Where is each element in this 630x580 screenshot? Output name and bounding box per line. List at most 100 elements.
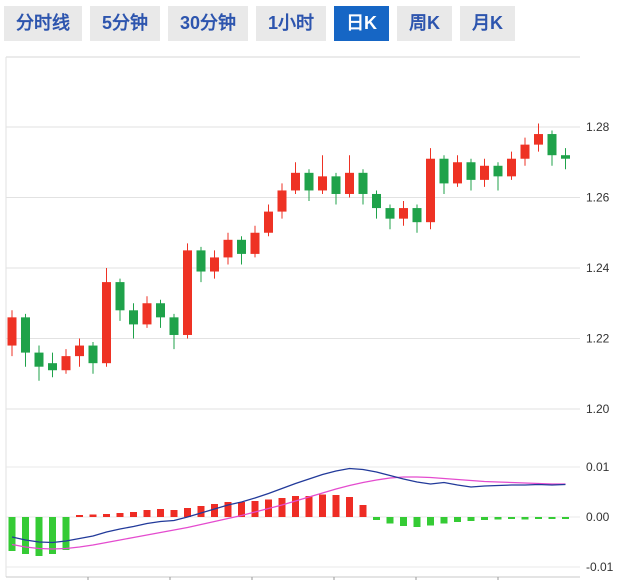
candle-body (547, 134, 557, 156)
candle-body (7, 317, 17, 346)
macd-histogram-bar (224, 502, 232, 517)
y-axis-label: 1.22 (586, 332, 610, 346)
candle-body (210, 257, 219, 272)
candle-body (372, 193, 381, 209)
candle-body (277, 190, 287, 212)
macd-histogram-bar (184, 508, 191, 517)
macd-histogram-bar (89, 514, 97, 517)
macd-histogram-bar (440, 517, 448, 524)
macd-histogram-bar (292, 496, 299, 517)
candle-body (61, 356, 71, 371)
macd-histogram-bar (8, 517, 16, 551)
macd-histogram-bar (481, 517, 488, 520)
candle-body (345, 172, 354, 194)
candle-body (318, 176, 327, 191)
candle-body (426, 158, 435, 223)
tab-daily-k[interactable]: 日K (334, 6, 390, 41)
candle-body (466, 162, 476, 180)
macd-histogram-bar (238, 502, 245, 517)
candle-body (534, 134, 543, 145)
candle-body (507, 158, 516, 177)
macd-histogram-bar (400, 517, 407, 526)
macd-histogram-bar (305, 496, 313, 517)
y-axis-label: 1.28 (586, 120, 610, 134)
macd-histogram-bar (373, 517, 380, 520)
macd-histogram-bar (251, 501, 259, 517)
macd-histogram-bar (494, 517, 502, 520)
candle-body (115, 282, 125, 311)
candle-body (304, 172, 314, 191)
macd-histogram-bar (359, 505, 367, 517)
macd-histogram-bar (170, 510, 178, 517)
macd-histogram-bar (521, 517, 529, 520)
macd-histogram-bar (76, 515, 83, 517)
candle-body (34, 352, 44, 367)
macd-histogram-bar (278, 498, 286, 517)
y-axis-label: 1.20 (586, 402, 610, 416)
y-axis-label: 1.26 (586, 191, 610, 205)
tab-1hour[interactable]: 1小时 (256, 6, 327, 41)
macd-histogram-bar (143, 510, 151, 517)
candle-body (129, 310, 138, 325)
candlestick-macd-chart: 1.28 1.26 1.24 1.22 1.20 0.01 0.00 -0.01 (5, 56, 614, 580)
candle-body (493, 165, 503, 177)
macd-axis-label: -0.01 (586, 560, 614, 574)
candle-body (21, 317, 30, 353)
macd-histogram-bar (319, 494, 326, 517)
candle-body (412, 208, 422, 223)
macd-histogram-bar (211, 504, 218, 517)
candle-body (264, 211, 273, 233)
candle-body (48, 363, 57, 371)
macd-histogram-bar (386, 517, 394, 524)
candle-body (385, 208, 395, 219)
tab-5min[interactable]: 5分钟 (90, 6, 161, 41)
tab-timeline[interactable]: 分时线 (4, 6, 82, 41)
macd-histogram-bar (346, 497, 353, 517)
macd-histogram-bar (157, 509, 164, 517)
macd-histogram-bar (454, 517, 461, 522)
macd-histogram-bar (467, 517, 475, 521)
macd-histogram-bar (35, 517, 43, 556)
candle-body (453, 162, 462, 184)
candle-body (439, 158, 449, 184)
candle-body (196, 250, 206, 272)
tab-30min[interactable]: 30分钟 (168, 6, 249, 41)
macd-histogram-bar (548, 517, 556, 519)
candle-body (75, 345, 84, 357)
candle-body (480, 165, 489, 180)
macd-histogram-bar (22, 517, 29, 554)
candle-body (561, 155, 570, 159)
kline-chart-area: 1.28 1.26 1.24 1.22 1.20 0.01 0.00 -0.01 (0, 50, 630, 580)
macd-histogram-bar (508, 517, 515, 519)
macd-histogram-bar (62, 517, 70, 550)
candle-body (358, 172, 368, 194)
macd-histogram-bar (413, 517, 421, 527)
candle-body (102, 282, 111, 364)
macd-histogram-bar (103, 514, 110, 517)
candle-body (142, 303, 152, 325)
macd-histogram-bar (535, 517, 542, 519)
macd-histogram-bar (562, 517, 569, 519)
candle-body (88, 345, 98, 364)
y-axis-label: 1.24 (586, 261, 610, 275)
macd-histogram-bar (49, 517, 56, 554)
macd-histogram-bar (332, 495, 340, 517)
dea-line (11, 476, 566, 550)
candle-body (520, 144, 530, 159)
macd-histogram-bar (130, 512, 137, 517)
macd-axis-label: 0.01 (586, 460, 610, 474)
timeframe-toolbar: 分时线 5分钟 30分钟 1小时 日K 周K 月K (0, 0, 630, 46)
macd-histogram-bar (427, 517, 434, 526)
candle-body (331, 176, 341, 194)
candle-body (237, 239, 246, 254)
candle-body (223, 239, 233, 258)
candle-body (250, 232, 260, 254)
tab-weekly-k[interactable]: 周K (397, 6, 453, 41)
macd-histogram-bar (197, 506, 205, 517)
macd-histogram-bar (116, 513, 124, 517)
macd-axis-label: 0.00 (586, 510, 610, 524)
tab-monthly-k[interactable]: 月K (460, 6, 516, 41)
candle-body (183, 250, 192, 335)
candle-body (169, 317, 179, 335)
dif-line (11, 467, 566, 544)
